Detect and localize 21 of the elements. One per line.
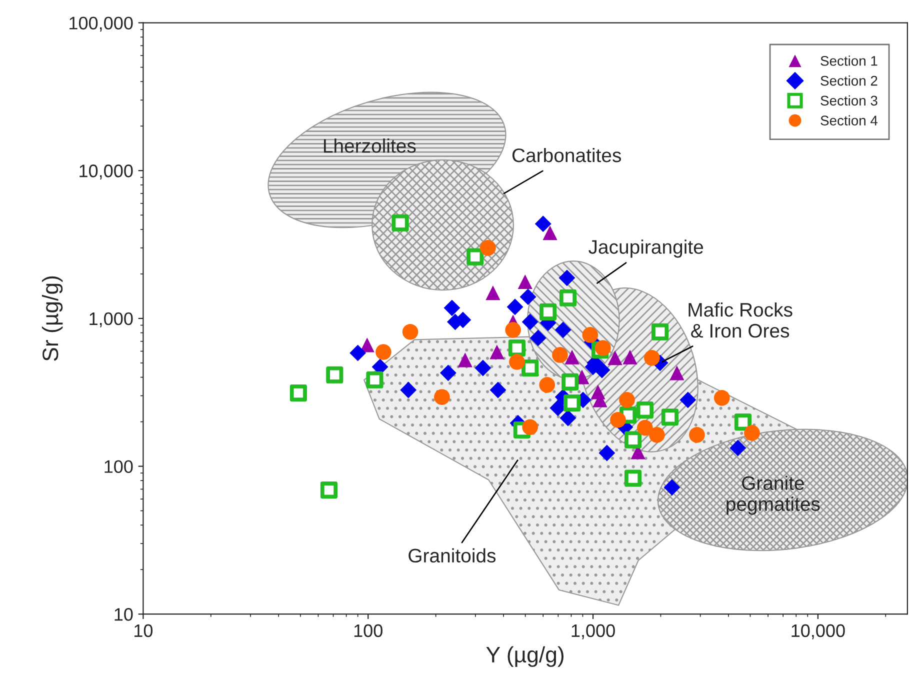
y-tick-label: 100,000 (70, 16, 133, 32)
annotation: Jacupirangite (588, 240, 704, 258)
y-axis-title: Sr (µg/g) (42, 276, 63, 361)
annotation: Carbonatites (512, 148, 622, 162)
annotation: Granitoids (408, 548, 496, 563)
legend-label: Section 4 (820, 115, 878, 126)
annotation: Granite pegmatites (726, 476, 820, 515)
y-tick-label: 100 (104, 460, 133, 473)
x-axis-title: Y (µg/g) (486, 646, 564, 667)
x-tick-label: 10 (134, 624, 153, 638)
annotation: Mafic Rocks & Iron Ores (688, 302, 792, 338)
y-tick-label: 1,000 (90, 312, 133, 328)
annotation: Lherzolites (324, 138, 416, 153)
x-tick-label: 10,000 (792, 624, 845, 640)
y-tick-label: 10 (114, 608, 133, 621)
legend-label: Section 2 (820, 76, 878, 86)
legend-label: Section 3 (820, 95, 878, 106)
x-tick-label: 100 (354, 624, 382, 638)
x-tick-label: 1,000 (572, 624, 615, 640)
y-tick-label: 10,000 (80, 164, 133, 180)
legend-label: Section 1 (820, 56, 878, 66)
